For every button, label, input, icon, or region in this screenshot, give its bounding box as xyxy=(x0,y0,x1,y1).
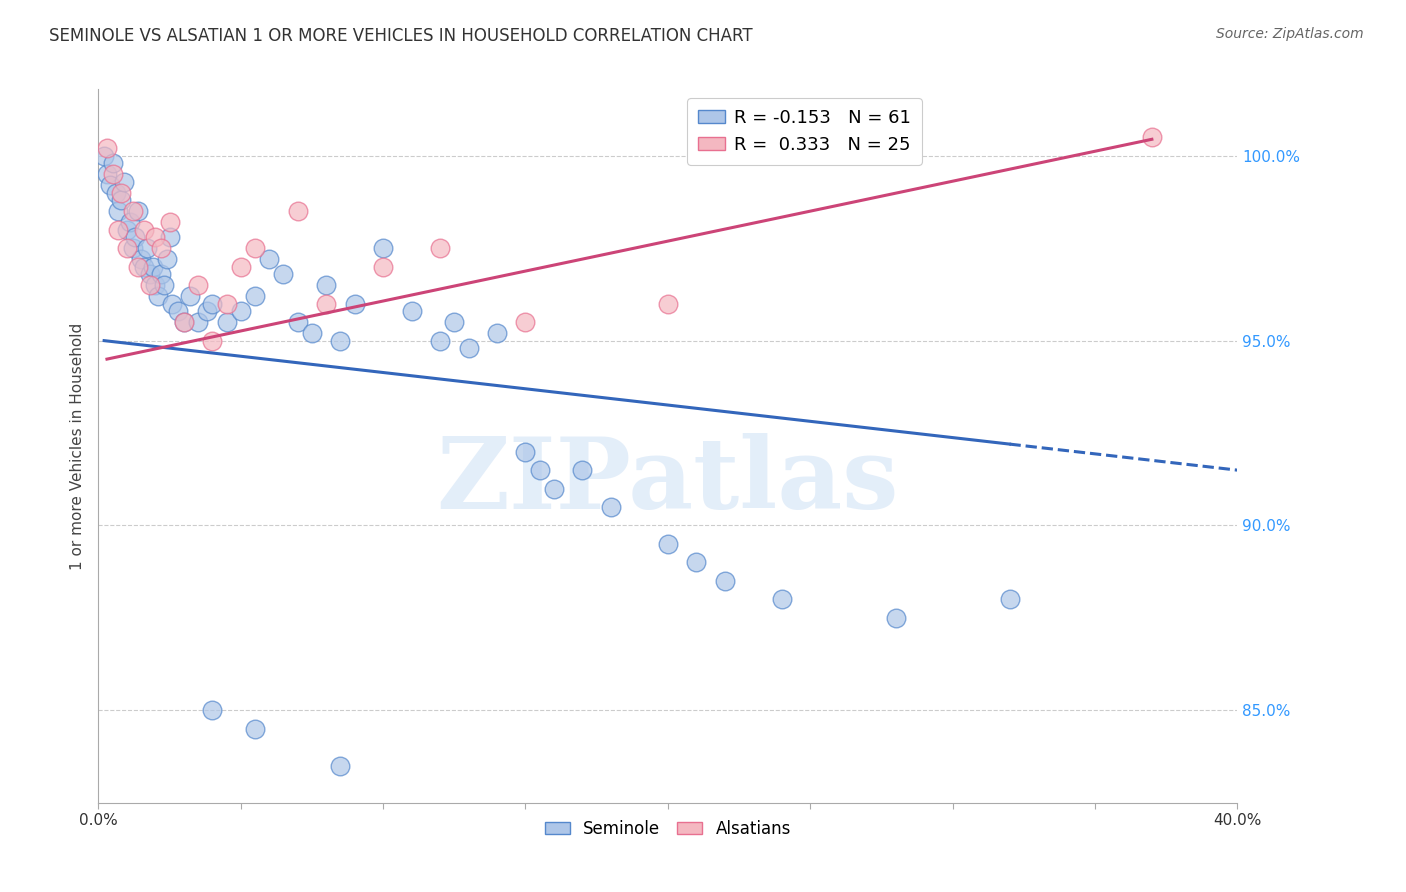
Point xyxy=(132,260,155,274)
Point xyxy=(243,241,266,255)
Point xyxy=(657,537,679,551)
Point xyxy=(150,241,173,255)
Point xyxy=(115,223,138,237)
Point xyxy=(173,315,195,329)
Point xyxy=(714,574,737,588)
Text: SEMINOLE VS ALSATIAN 1 OR MORE VEHICLES IN HOUSEHOLD CORRELATION CHART: SEMINOLE VS ALSATIAN 1 OR MORE VEHICLES … xyxy=(49,27,752,45)
Point xyxy=(124,230,146,244)
Text: ZIPatlas: ZIPatlas xyxy=(437,434,898,530)
Point xyxy=(329,759,352,773)
Point xyxy=(159,215,181,229)
Point xyxy=(685,556,707,570)
Point xyxy=(229,260,252,274)
Point xyxy=(159,230,181,244)
Point xyxy=(115,241,138,255)
Point xyxy=(315,296,337,310)
Point xyxy=(153,278,176,293)
Point xyxy=(457,341,479,355)
Point xyxy=(145,230,167,244)
Point xyxy=(110,186,132,200)
Point xyxy=(93,149,115,163)
Point xyxy=(515,444,537,458)
Point xyxy=(167,304,190,318)
Point xyxy=(104,186,127,200)
Point xyxy=(215,296,238,310)
Point xyxy=(329,334,352,348)
Point xyxy=(1140,130,1163,145)
Point xyxy=(110,193,132,207)
Point xyxy=(121,204,143,219)
Point xyxy=(201,296,224,310)
Point xyxy=(443,315,465,329)
Point xyxy=(259,252,281,267)
Point xyxy=(287,204,309,219)
Point xyxy=(371,241,394,255)
Legend: Seminole, Alsatians: Seminole, Alsatians xyxy=(538,814,797,845)
Point xyxy=(156,252,179,267)
Point xyxy=(179,289,201,303)
Point xyxy=(112,175,135,189)
Point xyxy=(127,204,149,219)
Point xyxy=(401,304,423,318)
Point xyxy=(173,315,195,329)
Point xyxy=(98,178,121,193)
Point xyxy=(135,241,157,255)
Point xyxy=(543,482,565,496)
Point xyxy=(187,315,209,329)
Point xyxy=(138,278,160,293)
Point xyxy=(201,334,224,348)
Point xyxy=(138,267,160,281)
Point xyxy=(571,463,593,477)
Point xyxy=(187,278,209,293)
Point xyxy=(132,223,155,237)
Y-axis label: 1 or more Vehicles in Household: 1 or more Vehicles in Household xyxy=(69,322,84,570)
Point xyxy=(273,267,295,281)
Point xyxy=(884,611,907,625)
Point xyxy=(118,215,141,229)
Point xyxy=(96,141,118,155)
Point xyxy=(343,296,366,310)
Point xyxy=(315,278,337,293)
Point xyxy=(150,267,173,281)
Point xyxy=(101,156,124,170)
Point xyxy=(107,204,129,219)
Point xyxy=(96,167,118,181)
Point xyxy=(243,722,266,736)
Point xyxy=(195,304,218,318)
Point xyxy=(145,278,167,293)
Point xyxy=(201,703,224,717)
Point xyxy=(371,260,394,274)
Point xyxy=(141,260,163,274)
Point xyxy=(243,289,266,303)
Point xyxy=(127,260,149,274)
Point xyxy=(101,167,124,181)
Point xyxy=(486,326,509,341)
Point xyxy=(162,296,184,310)
Point xyxy=(429,241,451,255)
Point xyxy=(515,315,537,329)
Point xyxy=(287,315,309,329)
Point xyxy=(529,463,551,477)
Point xyxy=(215,315,238,329)
Point xyxy=(770,592,793,607)
Point xyxy=(429,334,451,348)
Point xyxy=(148,289,170,303)
Point xyxy=(998,592,1021,607)
Point xyxy=(107,223,129,237)
Point xyxy=(301,326,323,341)
Point xyxy=(129,252,152,267)
Text: Source: ZipAtlas.com: Source: ZipAtlas.com xyxy=(1216,27,1364,41)
Point xyxy=(657,296,679,310)
Point xyxy=(229,304,252,318)
Point xyxy=(121,241,143,255)
Point xyxy=(600,500,623,514)
